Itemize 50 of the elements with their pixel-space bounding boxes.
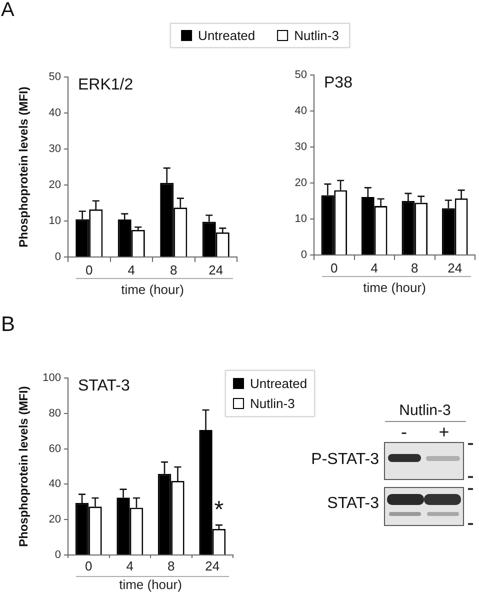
text: B xyxy=(1,313,16,336)
text: A xyxy=(1,0,14,21)
x-tick-label: 8 xyxy=(411,260,418,276)
legend-label: Nutlin-3 xyxy=(250,396,295,411)
y-tick-label: 40 xyxy=(48,107,61,120)
chart-title: P38 xyxy=(324,74,353,92)
y-tick-label: 0 xyxy=(54,549,61,562)
x-tick-label: 8 xyxy=(168,558,175,574)
text: Nutlin-3 xyxy=(399,402,451,419)
y-tick-label: 60 xyxy=(48,442,61,455)
y-tick-label: 0 xyxy=(54,251,61,264)
x-tick-label: 4 xyxy=(128,262,135,278)
y-tick-label: 30 xyxy=(294,141,307,154)
annotation: * xyxy=(214,496,224,524)
y-tick-label: 30 xyxy=(48,143,61,156)
x-axis-title: time (hour) xyxy=(121,282,184,297)
y-tick-label: 20 xyxy=(48,179,61,192)
y-tick-label: 20 xyxy=(294,177,307,190)
text: STAT-3 xyxy=(327,495,379,512)
y-tick-label: 40 xyxy=(294,105,307,118)
legend-label: Untreated xyxy=(198,28,256,43)
x-tick-label: 24 xyxy=(205,558,220,574)
y-axis-title: Phosphoprotein levels (MFI) xyxy=(16,386,31,547)
legend-label: Nutlin-3 xyxy=(294,28,339,43)
y-tick-label: 20 xyxy=(48,514,61,526)
y-tick-label: 50 xyxy=(294,69,307,82)
y-tick-label: 80 xyxy=(48,407,61,420)
chart-title: ERK1/2 xyxy=(78,76,134,94)
text: - xyxy=(401,422,407,442)
x-tick-label: 4 xyxy=(126,558,134,574)
y-tick-label: 100 xyxy=(42,372,61,384)
y-tick-label: 0 xyxy=(300,249,307,262)
text: + xyxy=(438,422,450,442)
x-tick-label: 24 xyxy=(448,260,462,276)
text: P-STAT-3 xyxy=(311,451,379,468)
x-tick-label: 0 xyxy=(86,262,93,278)
y-tick-label: 10 xyxy=(294,213,307,226)
legend-label: Untreated xyxy=(250,376,308,391)
x-tick-label: 8 xyxy=(170,262,178,278)
x-axis-title: time (hour) xyxy=(119,576,182,592)
y-tick-label: 40 xyxy=(48,478,61,490)
chart-title: STAT-3 xyxy=(78,377,130,394)
y-axis-title: Phosphoprotein levels (MFI) xyxy=(16,86,31,248)
y-tick-label: 50 xyxy=(48,71,61,84)
x-tick-label: 4 xyxy=(370,260,378,276)
x-tick-label: 0 xyxy=(85,558,92,574)
y-tick-label: 10 xyxy=(48,215,61,228)
x-tick-label: 24 xyxy=(208,262,224,278)
x-axis-title: time (hour) xyxy=(363,280,426,295)
x-tick-label: 0 xyxy=(330,260,338,276)
